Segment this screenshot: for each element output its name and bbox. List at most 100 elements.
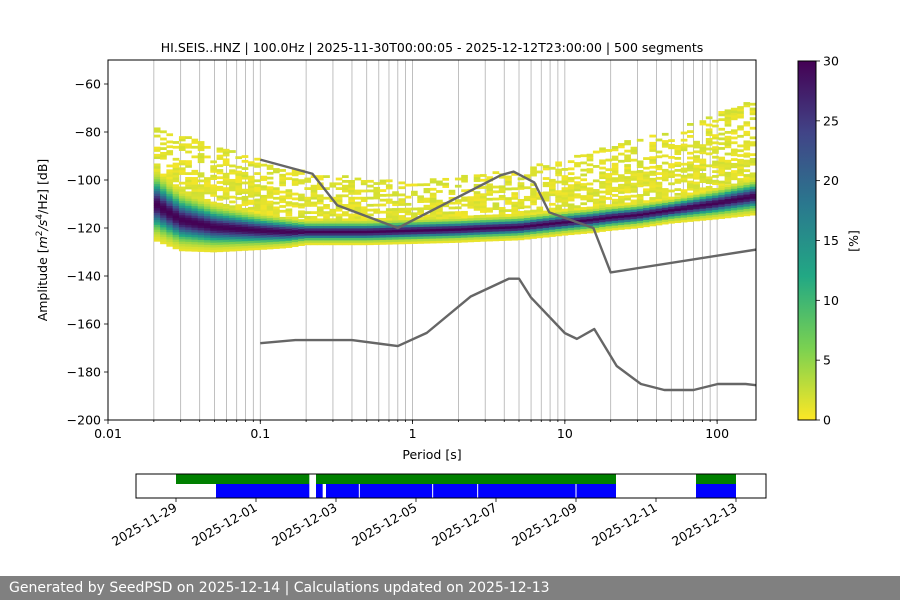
heatmap-cell [561,228,569,231]
heatmap-cell [624,224,631,227]
heatmap-cell [473,215,481,218]
timeline-tick-label: 2025-12-13 [669,500,739,549]
heatmap-cell [247,163,255,167]
heatmap-cell [323,220,330,224]
heatmap-cell [712,170,719,174]
heatmap-cell [530,224,537,227]
heatmap-cell [749,110,756,113]
heatmap-cell [599,171,606,175]
heatmap-cell [216,239,224,243]
heatmap-cell [618,188,625,192]
footer-text: Generated by SeedPSD on 2025-12-14 | Cal… [9,580,550,596]
heatmap-cell [542,232,550,236]
heatmap-cell [423,236,431,239]
heatmap-cell [235,170,243,174]
heatmap-cell [718,187,726,191]
heatmap-cell [367,242,374,246]
heatmap-cell [737,158,744,162]
heatmap-cell [160,200,167,204]
heatmap-cell [724,121,732,125]
heatmap-cell [216,176,224,180]
heatmap-cell [454,199,462,203]
heatmap-cell [254,205,261,209]
heatmap-cell [699,144,707,148]
heatmap-cell [204,239,211,243]
heatmap-cell [310,189,318,193]
heatmap-cell [680,167,688,171]
heatmap-cell [436,230,443,234]
heatmap-cell [172,241,180,245]
heatmap-cell [197,203,205,207]
heatmap-cell [404,226,412,230]
heatmap-cell [680,148,688,152]
heatmap-cell [153,149,161,152]
colorbar-tick-label: 20 [823,173,839,188]
heatmap-cell [574,188,581,192]
heatmap-cell [197,179,205,183]
heatmap-cell [473,203,481,206]
heatmap-cell [636,201,644,205]
heatmap-cell [298,198,305,202]
heatmap-cell [680,143,688,147]
heatmap-cell [260,234,268,238]
heatmap-cell [480,231,487,235]
heatmap-cell [273,208,280,212]
heatmap-cell [373,227,381,231]
heatmap-cell [555,173,562,177]
heatmap-cell [323,225,330,229]
heatmap-cell [517,187,525,190]
heatmap-cell [160,207,167,211]
heatmap-cell [191,217,199,221]
heatmap-cell [680,162,688,166]
heatmap-cell [743,133,751,137]
heatmap-cell [247,247,255,251]
heatmap-cell [204,206,211,209]
heatmap-cell [298,196,305,199]
heatmap-cell [373,232,381,236]
heatmap-cell [624,202,631,206]
heatmap-cell [417,216,424,220]
heatmap-cell [373,220,381,224]
heatmap-cell [605,173,613,176]
heatmap-cell [241,198,249,202]
nlnm-curve [260,277,756,392]
heatmap-cell [611,208,619,212]
heatmap-cell [260,244,268,248]
heatmap-cell [473,234,481,238]
heatmap-cell [197,143,205,147]
heatmap-cell [229,215,236,218]
heatmap-cell [216,222,224,226]
heatmap-cell [204,179,211,183]
heatmap-cell [166,145,174,149]
heatmap-cell [567,205,575,209]
heatmap-cell [191,224,199,228]
heatmap-cell [699,165,707,169]
heatmap-cell [273,222,280,225]
heatmap-cell [216,206,224,209]
heatmap-cell [316,218,324,222]
heatmap-cell [599,147,606,151]
heatmap-cell [586,194,594,198]
heatmap-cell [492,219,500,223]
heatmap-cell [348,204,355,207]
heatmap-cell [749,160,756,164]
heatmap-cell [241,228,249,232]
heatmap-cell [549,222,556,225]
heatmap-cell [517,211,525,214]
heatmap-cell [492,224,500,227]
heatmap-cell [153,183,161,187]
heatmap-cell [273,217,280,221]
heatmap-cell [636,165,644,169]
heatmap-cell [360,242,368,246]
heatmap-cell [505,213,512,217]
heatmap-cell [467,239,475,243]
heatmap-cell [348,182,355,186]
heatmap-cell [636,172,644,176]
heatmap-cell [743,174,751,177]
heatmap-cell [724,123,732,127]
heatmap-cell [555,171,562,174]
heatmap-cell [561,225,569,229]
heatmap-cell [191,234,199,238]
heatmap-cell [423,197,431,201]
heatmap-cell [342,237,349,241]
